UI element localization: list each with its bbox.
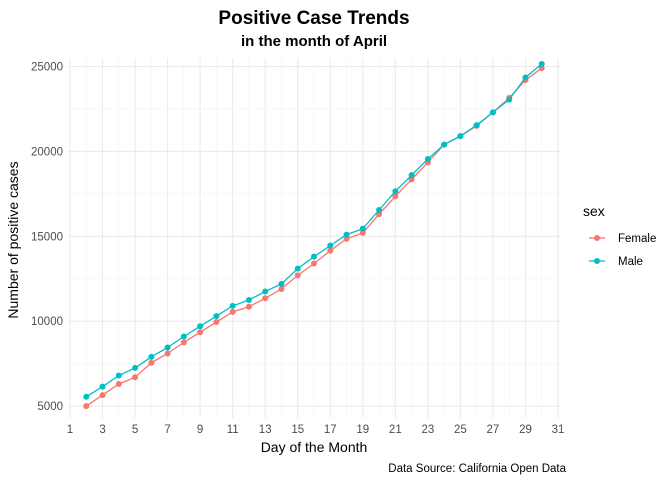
data-point-male [99,383,106,390]
data-point-male [457,133,464,140]
data-point-male [392,188,399,195]
legend-key-point [594,235,600,241]
data-point-female [278,285,285,292]
data-point-male [83,393,90,400]
data-point-male [343,231,350,238]
data-point-male [424,156,431,163]
data-point-female [83,403,90,410]
chart-subtitle: in the month of April [241,33,387,50]
y-tick-label: 5000 [37,401,63,413]
data-point-female [327,247,334,254]
data-point-male [489,109,496,116]
data-point-female [164,350,171,357]
data-point-female [245,303,252,310]
x-tick-label: 17 [324,424,337,436]
x-tick-label: 29 [519,424,532,436]
data-point-male [164,344,171,351]
series-male [83,60,545,400]
series [83,60,545,410]
data-point-female [408,176,415,183]
data-point-female [213,319,220,326]
x-tick-label: 31 [552,424,565,436]
data-point-male [538,60,545,67]
data-point-female [262,295,269,302]
data-point-female [132,374,139,381]
grid [68,58,560,418]
legend-item-male: Male [589,256,643,268]
data-point-male [180,333,187,340]
data-point-female [294,272,301,279]
data-point-male [522,74,529,81]
x-tick-label: 25 [454,424,467,436]
x-tick-label: 7 [164,424,170,436]
y-axis-title: Number of positive cases [5,161,21,318]
data-point-male [294,265,301,272]
chart-title: Positive Case Trends [218,8,409,29]
data-point-male [132,364,139,371]
data-point-male [359,225,366,232]
data-point-male [197,323,204,330]
y-tick-label: 20000 [31,146,63,158]
data-point-male [506,96,513,103]
data-point-male [278,280,285,287]
x-tick-label: 13 [259,424,272,436]
data-point-male [213,313,220,320]
chart-caption: Data Source: California Open Data [388,463,566,475]
y-tick-label: 10000 [31,316,63,328]
x-tick-label: 19 [356,424,369,436]
x-tick-label: 11 [227,424,239,436]
x-tick-label: 5 [132,424,138,436]
data-point-male [262,288,269,295]
data-point-male [327,242,334,249]
x-tick-label: 3 [99,424,105,436]
axis-ticks: 1 3 5 7 9 11 13 15 17 19 21 23 25 27 29 315000100001500… [31,61,564,436]
data-point-male [148,353,155,360]
data-point-female [538,65,545,72]
x-axis-title: Day of the Month [261,439,368,455]
data-point-male [473,122,480,129]
data-point-female [343,235,350,242]
data-point-male [245,296,252,303]
x-tick-label: 15 [291,424,304,436]
x-tick-label: 1 [67,424,73,436]
legend: sex Female Male [583,203,656,268]
legend-item-female: Female [589,233,656,245]
data-point-male [408,172,415,179]
data-point-female [359,229,366,236]
data-point-male [376,206,383,213]
y-tick-label: 25000 [31,61,63,73]
x-tick-label: 9 [197,424,203,436]
x-tick-label: 21 [389,424,402,436]
legend-label: Female [618,233,656,245]
legend-key-point [594,258,600,264]
data-point-male [311,253,317,260]
legend-title: sex [583,203,605,219]
x-tick-label: 27 [487,424,500,436]
data-point-female [392,193,399,200]
data-point-female [148,359,155,366]
data-point-female [99,392,106,399]
data-point-female [311,260,317,267]
data-point-male [441,141,448,148]
data-point-male [229,302,236,309]
x-tick-label: 23 [421,424,434,436]
data-point-female [197,329,204,336]
data-point-female [115,381,122,388]
data-point-female [229,308,236,315]
data-point-male [115,372,122,379]
y-tick-label: 15000 [31,231,63,243]
data-point-female [180,339,187,346]
legend-label: Male [618,256,643,268]
